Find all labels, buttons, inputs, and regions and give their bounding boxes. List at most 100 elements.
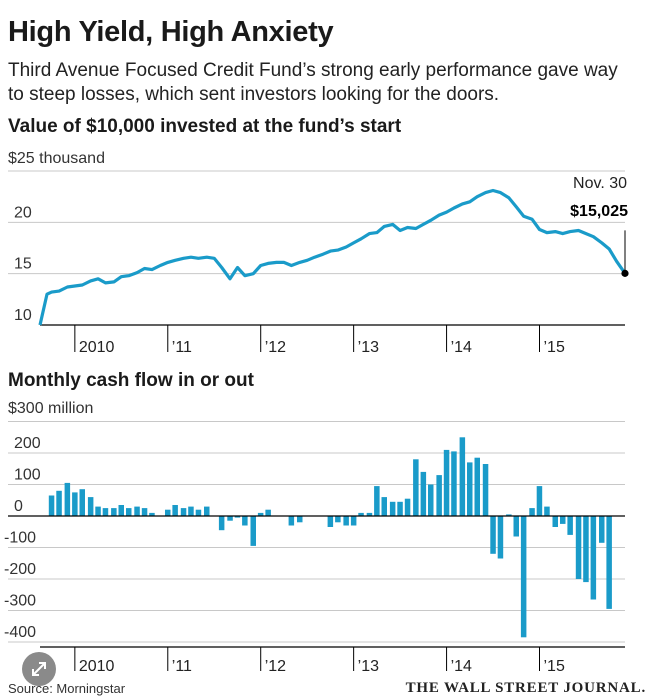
cash-flow-bar xyxy=(172,505,178,516)
cash-flow-bar xyxy=(227,516,233,521)
cash-flow-bar xyxy=(420,471,427,516)
bar-x-tick-label: ’15 xyxy=(544,658,565,675)
cash-flow-bar xyxy=(374,486,380,516)
cash-flow-bar xyxy=(188,506,194,516)
cash-flow-bar xyxy=(141,508,148,516)
cash-flow-bar xyxy=(575,516,582,579)
bar-y-tick-label: -100 xyxy=(4,530,36,547)
value-line-chart: $25 thousand 10 15 20 2010 ’11 ’12 ’13 ’14 ’15 Nov… xyxy=(8,150,629,356)
bar-y-tick-label: 100 xyxy=(14,467,41,484)
cash-flow-bar xyxy=(250,516,256,546)
source-note: Source: Morningstar xyxy=(8,681,126,696)
cash-flow-bar xyxy=(134,506,140,516)
line-y-unit-label: $25 thousand xyxy=(8,150,105,167)
cash-flow-bar xyxy=(529,508,535,516)
cash-flow-bar xyxy=(48,495,55,516)
bar-x-tick-label: ’13 xyxy=(358,658,379,675)
headline: High Yield, High Anxiety xyxy=(8,16,334,48)
cash-flow-bar xyxy=(218,516,225,531)
annotation-date: Nov. 30 xyxy=(573,175,627,192)
cash-flow-bar xyxy=(195,509,202,516)
bar-y-unit-label: $300 million xyxy=(8,400,93,417)
bar-y-tick-label: -300 xyxy=(4,593,36,610)
cash-flow-bar xyxy=(366,512,373,516)
cash-flow-bar xyxy=(102,508,109,516)
cash-flow-bar xyxy=(87,497,94,516)
end-point-marker xyxy=(621,269,629,277)
bar-x-tick-label: ’11 xyxy=(172,658,192,675)
cash-flow-bar xyxy=(474,457,480,516)
cash-flow-bar xyxy=(64,482,71,516)
cash-flow-bar xyxy=(513,516,519,537)
cash-flow-bar xyxy=(482,464,489,516)
cash-flow-bar xyxy=(165,509,171,516)
bar-x-tick-label: ’14 xyxy=(451,658,472,675)
cash-flow-bar xyxy=(413,459,419,516)
cash-flow-bar xyxy=(288,516,295,526)
cash-flow-bar xyxy=(204,506,210,516)
cash-flow-bar xyxy=(451,451,457,516)
cash-flow-bar xyxy=(358,512,364,516)
cash-flow-bar xyxy=(126,508,132,516)
line-x-tick-label: ’12 xyxy=(265,339,286,356)
value-series-line xyxy=(38,188,627,326)
cash-flow-bar xyxy=(520,516,527,638)
cash-flow-bar xyxy=(297,516,303,523)
line-x-tick-label: ’13 xyxy=(358,339,379,356)
cash-flow-bar xyxy=(327,516,334,527)
cash-flow-bar xyxy=(490,516,496,554)
cash-flow-bar xyxy=(443,449,450,516)
cash-flow-bar xyxy=(381,497,387,516)
bar-y-tick-label: -400 xyxy=(4,624,36,641)
line-y-tick-label: 10 xyxy=(14,307,32,324)
cash-flow-bar xyxy=(606,516,612,609)
cash-flow-bar xyxy=(544,506,550,516)
cash-flow-bar xyxy=(397,501,403,516)
bar-chart-title: Monthly cash flow in or out xyxy=(8,370,254,391)
cash-flow-bar xyxy=(467,462,473,516)
bar-x-tick-label: 2010 xyxy=(79,658,115,675)
line-y-tick-label: 15 xyxy=(14,256,32,273)
cash-flow-bar xyxy=(552,516,558,527)
cash-flow-bar xyxy=(118,505,124,516)
cash-flow-bar xyxy=(590,516,597,600)
cash-flow-bar xyxy=(111,508,117,516)
cash-flow-bar xyxy=(95,506,101,516)
cash-flow-bar xyxy=(343,516,349,526)
cash-flow-bar xyxy=(428,484,434,516)
cash-flow-bar xyxy=(72,492,78,516)
cash-flow-bar xyxy=(567,516,573,535)
cash-flow-bar xyxy=(149,512,155,516)
cash-flow-bar xyxy=(506,514,512,516)
bar-y-tick-label: -200 xyxy=(4,561,36,578)
cash-flow-bar xyxy=(242,516,248,526)
cash-flow-bar xyxy=(180,508,187,516)
cash-flow-bar xyxy=(335,516,341,523)
cash-flow-bar xyxy=(459,437,466,517)
cash-flow-bar xyxy=(436,475,442,516)
expand-icon xyxy=(32,662,46,676)
line-x-tick-label: ’11 xyxy=(172,339,192,356)
line-x-tick-label: 2010 xyxy=(79,339,115,356)
bar-y-tick-label: 0 xyxy=(14,498,23,515)
expand-button[interactable] xyxy=(22,652,56,686)
cash-flow-bar xyxy=(350,516,357,526)
line-y-tick-label: 20 xyxy=(14,204,32,221)
line-x-tick-label: ’14 xyxy=(451,339,472,356)
cash-flow-bar xyxy=(257,512,264,516)
cash-flow-bar xyxy=(404,498,411,516)
cash-flow-bar xyxy=(56,490,62,516)
bar-x-tick-label: ’12 xyxy=(265,658,286,675)
cash-flow-bar xyxy=(234,516,241,518)
annotation-value: $15,025 xyxy=(570,203,628,220)
cash-flow-bar xyxy=(79,489,85,516)
subheadline: Third Avenue Focused Credit Fund’s stron… xyxy=(8,60,618,105)
publisher-logo: THE WALL STREET JOURNAL. xyxy=(405,680,646,696)
cash-flow-bar xyxy=(599,516,605,543)
line-x-tick-label: ’15 xyxy=(544,339,565,356)
cash-flow-bar xyxy=(497,516,504,559)
cash-flow-bar xyxy=(265,509,271,516)
cash-flow-bar xyxy=(560,516,566,524)
cash-flow-bar xyxy=(536,486,543,516)
